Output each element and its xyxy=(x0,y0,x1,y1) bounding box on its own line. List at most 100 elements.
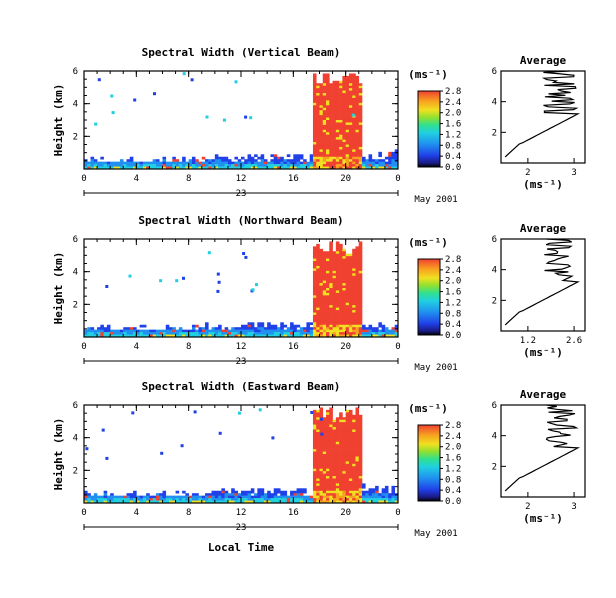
heatmap-cell xyxy=(326,414,330,418)
heatmap-cell xyxy=(237,500,242,504)
heatmap-cell xyxy=(381,495,386,499)
heatmap-cell xyxy=(312,100,317,104)
heatmap-cell xyxy=(97,498,101,501)
heatmap-cell xyxy=(342,102,346,106)
heatmap-cell xyxy=(159,332,163,335)
colorbar-tick-label: 2.0 xyxy=(445,277,461,287)
heatmap-cell xyxy=(345,458,350,462)
heatmap-cell xyxy=(384,161,389,165)
heatmap-cell xyxy=(175,159,180,162)
heatmap-cell xyxy=(342,307,346,311)
heatmap-cell xyxy=(241,500,245,504)
heatmap-cell xyxy=(244,161,248,165)
heatmap-cell xyxy=(312,102,317,106)
heatmap-cell xyxy=(260,159,265,162)
heatmap-cell xyxy=(355,127,360,131)
heatmap-cell xyxy=(87,493,91,496)
heatmap-cell xyxy=(319,327,324,330)
heatmap-cell xyxy=(273,329,278,333)
heatmap-cell xyxy=(250,327,255,330)
heatmap-cell xyxy=(273,324,278,328)
heatmap-cell xyxy=(319,471,324,474)
heatmap-cell xyxy=(87,500,91,504)
heatmap-cell xyxy=(322,105,327,109)
heatmap-cell xyxy=(326,476,330,479)
heatmap-cell xyxy=(332,166,337,170)
heatmap-cell xyxy=(352,265,356,269)
heatmap-cell xyxy=(267,161,271,165)
heatmap-cell xyxy=(231,327,235,330)
heatmap-cell xyxy=(276,159,281,162)
heatmap-cell xyxy=(152,495,157,499)
heatmap-cell xyxy=(352,312,356,316)
heatmap-cell xyxy=(355,83,360,86)
heatmap-cell xyxy=(335,488,340,492)
heatmap-cell xyxy=(352,273,356,277)
heatmap-cell xyxy=(339,124,343,128)
heatmap-cell xyxy=(319,161,324,165)
heatmap-cell xyxy=(234,156,239,160)
heatmap-cell xyxy=(316,288,320,291)
heatmap-cell xyxy=(309,322,314,326)
heatmap-cell xyxy=(312,429,317,433)
heatmap-cell xyxy=(375,334,379,338)
heatmap-cell xyxy=(378,154,382,158)
heatmap-cell xyxy=(375,488,379,492)
heatmap-cell xyxy=(358,317,363,321)
heatmap-cell xyxy=(316,102,320,106)
heatmap-cell xyxy=(326,288,330,291)
heatmap-cell xyxy=(332,142,337,145)
heatmap-cell xyxy=(316,265,320,269)
heatmap-cell xyxy=(329,105,333,109)
heatmap-cell xyxy=(312,414,317,418)
heatmap-cell xyxy=(188,159,193,162)
heatmap-cell xyxy=(319,407,324,411)
heatmap-cell xyxy=(381,159,386,162)
heatmap-cell xyxy=(335,159,340,162)
heatmap-cell xyxy=(329,471,333,474)
heatmap-cell xyxy=(329,246,333,250)
heatmap-cell xyxy=(133,495,137,499)
heatmap-cell xyxy=(322,480,327,484)
heatmap-cell xyxy=(345,471,350,474)
heatmap-cell xyxy=(165,495,170,499)
heatmap-cell xyxy=(319,463,324,467)
heatmap-cell xyxy=(322,324,327,328)
heatmap-cell xyxy=(326,436,330,440)
heatmap-cell xyxy=(106,166,111,170)
heatmap-cell xyxy=(257,166,261,170)
heatmap-cell xyxy=(345,431,350,435)
heatmap-cell xyxy=(241,329,245,333)
heatmap-cell xyxy=(322,258,327,262)
heatmap-cell xyxy=(348,471,353,474)
heatmap-cell xyxy=(303,329,307,333)
heatmap-cell xyxy=(335,110,340,113)
average-x-tick-label: 2 xyxy=(525,168,530,178)
heatmap-cell xyxy=(326,493,330,496)
average-y-tick-label: 4 xyxy=(492,98,497,108)
heatmap-cell xyxy=(316,305,320,308)
y-tick-label: 4 xyxy=(73,268,78,278)
heatmap-cell xyxy=(355,142,360,145)
heatmap-cell xyxy=(332,134,337,138)
heatmap-cell xyxy=(319,485,324,489)
heatmap-cell xyxy=(175,166,180,170)
heatmap-cell xyxy=(139,329,144,333)
heatmap-cell xyxy=(388,161,392,165)
heatmap-cell xyxy=(329,295,333,299)
heatmap-cell xyxy=(211,332,216,335)
heatmap-cell xyxy=(319,132,324,135)
heatmap-cell xyxy=(329,300,333,303)
heatmap-cell xyxy=(358,461,363,465)
heatmap-cell xyxy=(362,327,366,330)
heatmap-cell xyxy=(342,456,346,460)
heatmap-cell xyxy=(326,164,330,167)
heatmap-cell xyxy=(296,156,301,160)
heatmap-cell xyxy=(329,417,333,420)
heatmap-cell xyxy=(345,307,350,311)
heatmap-cell xyxy=(257,490,261,494)
heatmap-cell xyxy=(329,419,333,423)
heatmap-cell xyxy=(257,500,261,504)
heatmap-cell xyxy=(116,164,121,167)
heatmap-cell xyxy=(208,498,212,501)
